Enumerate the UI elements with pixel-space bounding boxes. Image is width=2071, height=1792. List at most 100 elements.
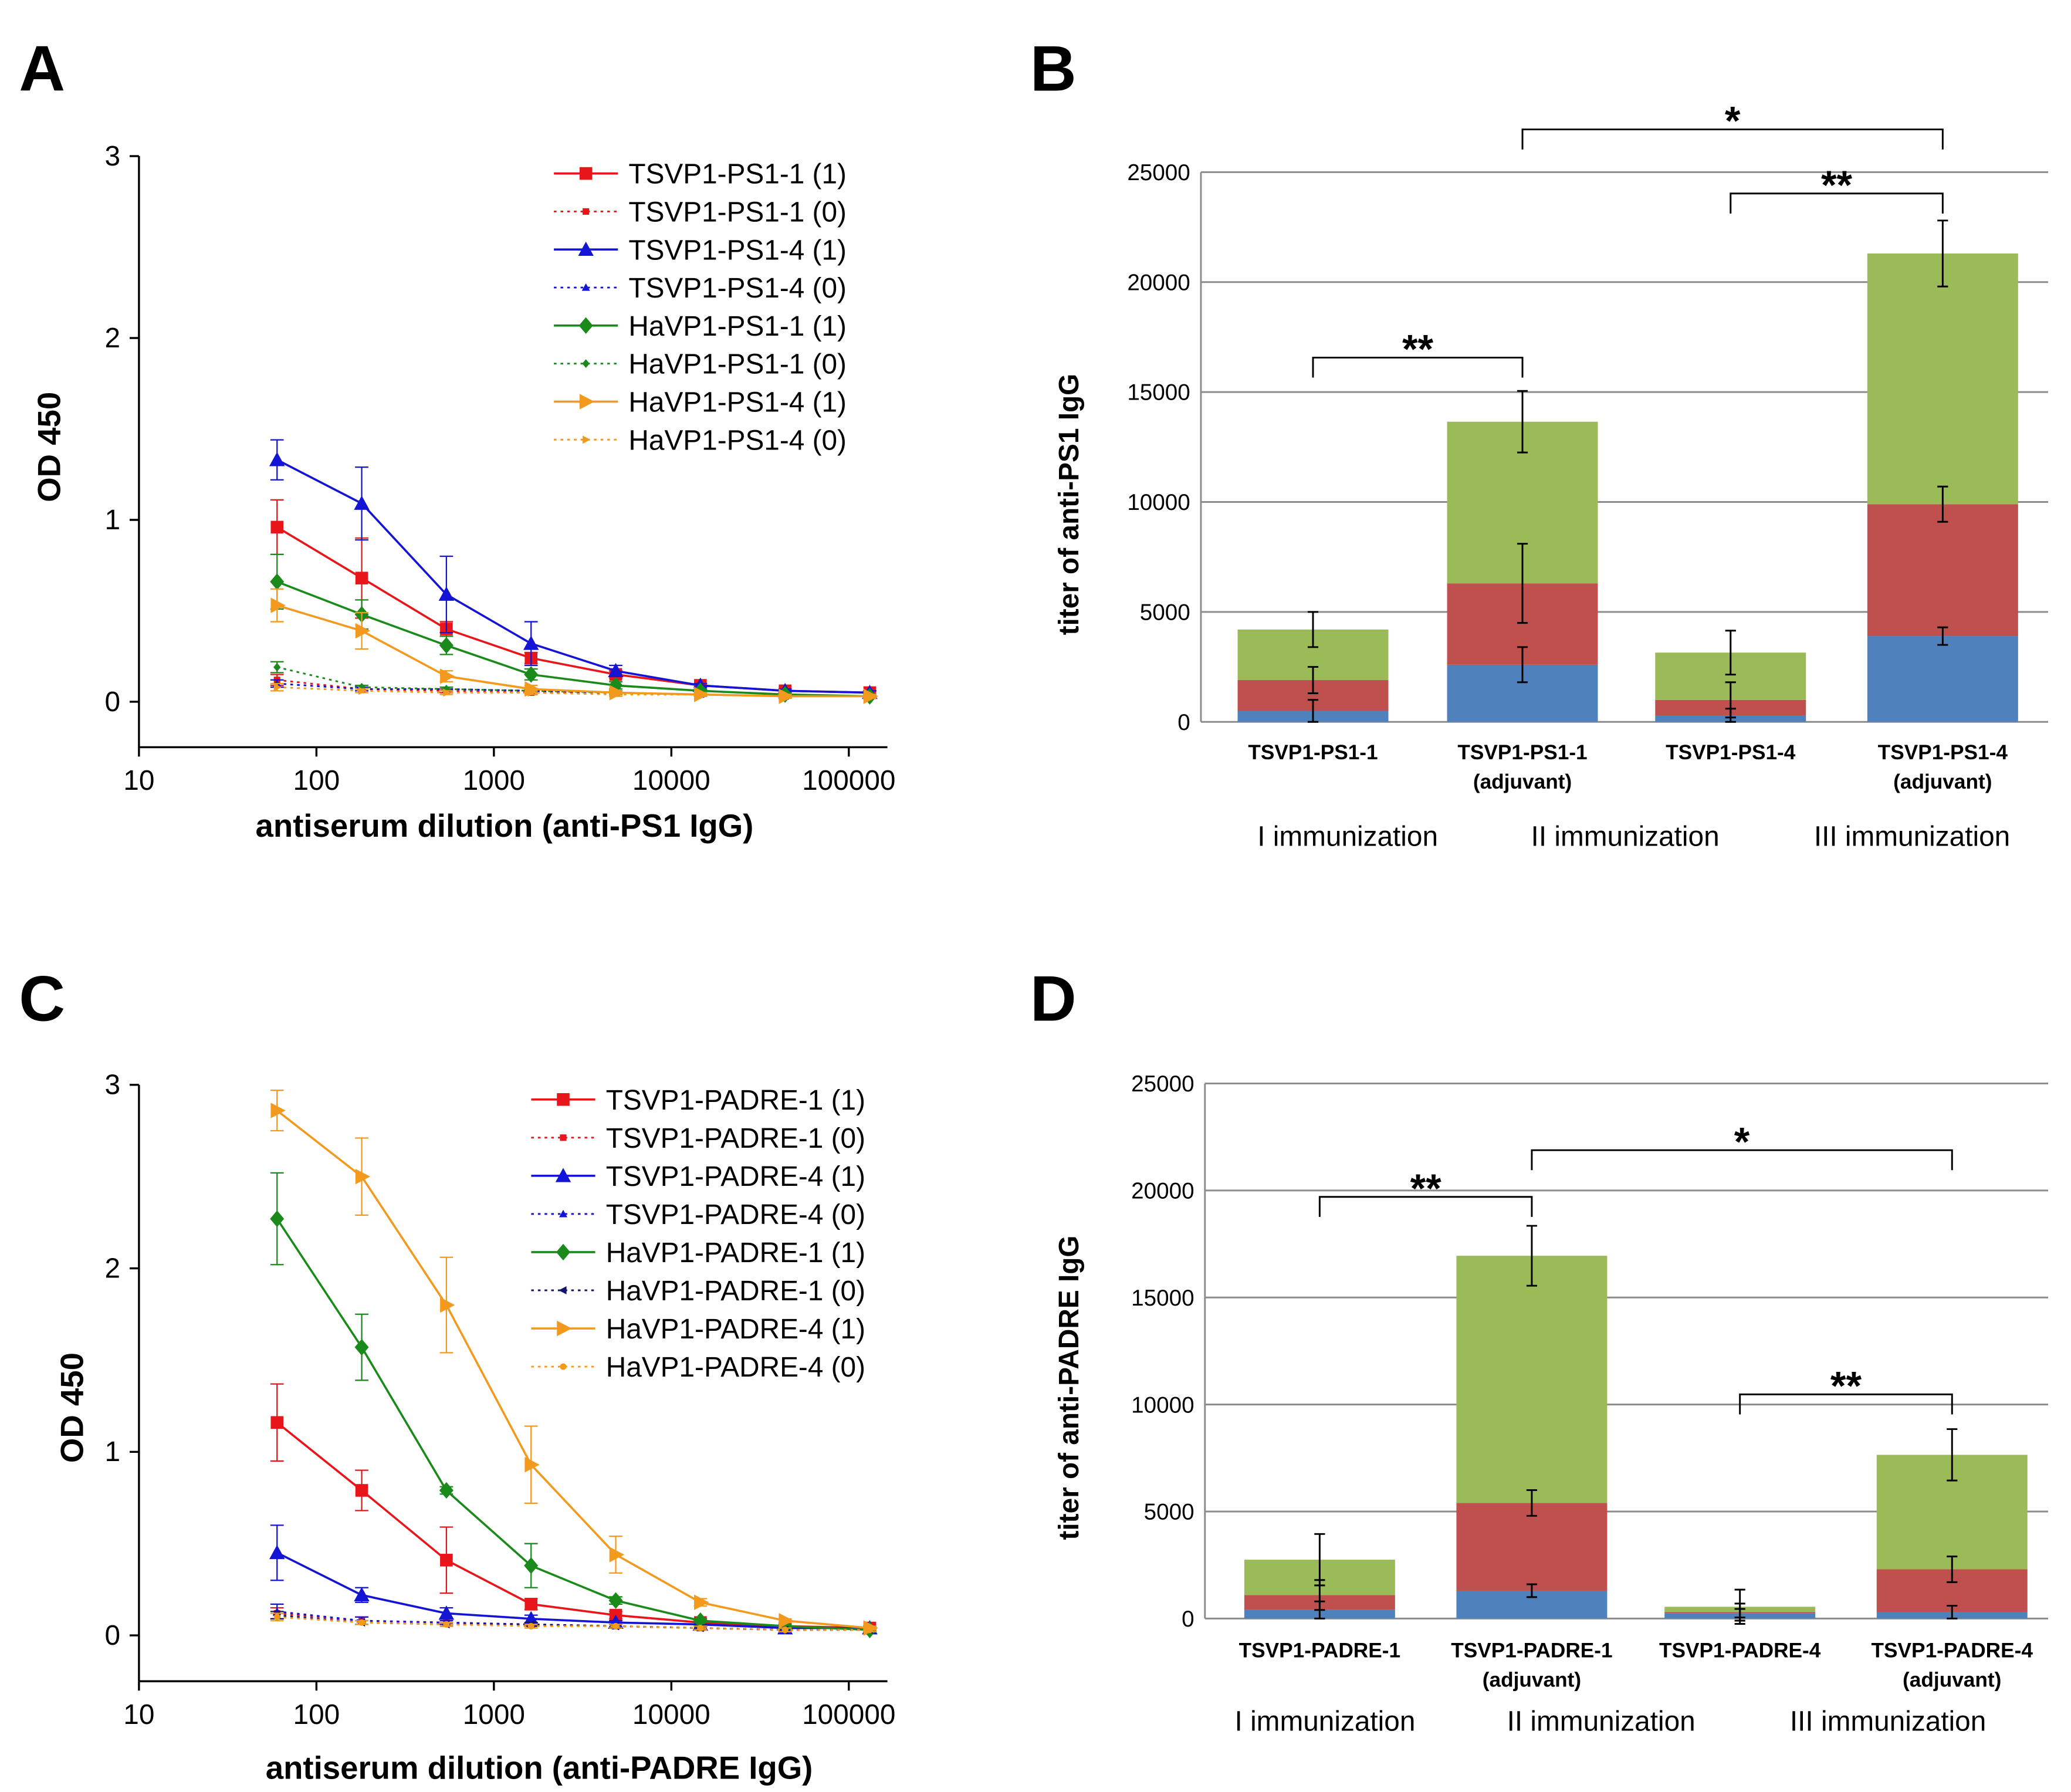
- significance-bracket: [1730, 192, 1944, 214]
- panel-label: C: [19, 963, 65, 1035]
- series-line: [276, 526, 870, 694]
- x-tick-label: 100000: [802, 765, 895, 796]
- series-line: [277, 686, 870, 698]
- y-tick-label: 25000: [1127, 160, 1190, 185]
- bar-segment: [1456, 1503, 1608, 1591]
- y-tick-label: 2: [104, 323, 120, 354]
- y-tick-label: 1: [104, 1436, 120, 1468]
- x-tick-label: 100000: [802, 1699, 895, 1730]
- legend-marker: [579, 394, 595, 410]
- marker: [524, 1456, 540, 1473]
- series-line: [276, 1110, 870, 1629]
- marker: [781, 1627, 789, 1634]
- error-bar: [1947, 1556, 1958, 1583]
- marker: [612, 1622, 620, 1629]
- marker: [273, 1614, 280, 1621]
- error-bar: [1526, 1583, 1538, 1598]
- y-tick-label: 2: [104, 1253, 120, 1284]
- group-label: I immunization: [1257, 821, 1438, 853]
- error-bar: [1526, 1489, 1538, 1517]
- y-tick-label: 15000: [1127, 380, 1190, 405]
- significance-bracket: [1521, 129, 1944, 150]
- marker: [269, 1544, 285, 1560]
- error-bar: [1937, 219, 1948, 288]
- legend-marker: [579, 167, 593, 180]
- series-line: [276, 459, 870, 694]
- legend-marker: [581, 283, 590, 291]
- category-label: TSVP1-PADRE-4: [1872, 1639, 2033, 1662]
- marker: [270, 1416, 284, 1429]
- marker: [358, 687, 367, 695]
- marker: [273, 662, 281, 672]
- marker: [354, 1587, 370, 1602]
- y-tick-label: 0: [1177, 710, 1190, 735]
- error-bar: [1314, 1533, 1325, 1587]
- legend-label: TSVP1-PADRE-4 (1): [606, 1161, 865, 1192]
- y-tick-label: 3: [104, 1070, 120, 1101]
- error-bar: [1307, 666, 1319, 695]
- group-label: I immunization: [1235, 1706, 1416, 1737]
- x-tick-label: 10: [123, 1699, 154, 1730]
- marker: [781, 692, 790, 701]
- marker: [697, 1624, 704, 1632]
- legend-marker: [556, 1243, 571, 1261]
- legend-label: HaVP1-PS1-1 (1): [628, 311, 847, 342]
- significance-label: **: [1821, 163, 1853, 208]
- y-tick-label: 10000: [1131, 1392, 1194, 1418]
- error-bar: [1517, 646, 1528, 684]
- y-tick-label: 3: [104, 141, 120, 172]
- marker: [866, 1627, 874, 1634]
- y-tick-label: 15000: [1131, 1286, 1194, 1311]
- error-bar: [1725, 630, 1736, 676]
- x-axis-label: antiserum dilution (anti-PS1 IgG): [256, 808, 754, 844]
- legend-marker: [559, 1209, 567, 1218]
- marker: [358, 1619, 366, 1626]
- bar-segment: [1867, 253, 2018, 505]
- category-label: TSVP1-PADRE-1: [1451, 1639, 1612, 1662]
- category-label: TSVP1-PS1-4: [1666, 741, 1796, 764]
- series-line: [276, 1551, 870, 1629]
- marker: [270, 520, 284, 534]
- marker: [440, 1297, 455, 1313]
- significance-label: *: [1725, 99, 1741, 144]
- series-line: [276, 1218, 870, 1631]
- marker: [355, 572, 368, 584]
- legend-label: TSVP1-PS1-4 (0): [628, 273, 847, 304]
- error-bar: [1725, 681, 1736, 719]
- legend-label: TSVP1-PADRE-1 (1): [606, 1085, 865, 1116]
- marker: [523, 635, 539, 650]
- marker: [694, 1594, 709, 1610]
- series-line: [276, 604, 870, 698]
- error-bar: [1937, 485, 1948, 523]
- legend-marker: [582, 359, 590, 368]
- legend-label: TSVP1-PS1-1 (0): [628, 197, 847, 228]
- y-tick-label: 25000: [1131, 1071, 1194, 1097]
- significance-bracket: [1531, 1149, 1953, 1171]
- legend-marker: [583, 435, 591, 444]
- legend-marker: [560, 1363, 567, 1370]
- marker: [355, 1484, 368, 1497]
- x-axis-label: antiserum dilution (anti-PADRE IgG): [266, 1750, 813, 1786]
- group-label: II immunization: [1531, 821, 1720, 853]
- group-label: III immunization: [1814, 821, 2010, 853]
- error-bar: [1307, 611, 1319, 648]
- x-tick-label: 100: [293, 765, 340, 796]
- significance-label: **: [1410, 1167, 1442, 1211]
- y-tick-label: 0: [104, 687, 120, 718]
- marker: [866, 692, 875, 701]
- category-label: TSVP1-PS1-1: [1248, 741, 1378, 764]
- y-tick-label: 1: [104, 505, 120, 536]
- error-bar: [1937, 626, 1948, 646]
- significance-bracket: [1312, 356, 1524, 378]
- legend-marker: [578, 317, 593, 334]
- marker: [524, 666, 539, 683]
- marker: [697, 690, 705, 699]
- marker: [443, 1621, 450, 1628]
- x-tick-label: 10: [123, 765, 154, 796]
- x-tick-label: 10000: [632, 1699, 710, 1730]
- legend-label: HaVP1-PADRE-4 (0): [606, 1352, 865, 1383]
- error-bar: [1947, 1605, 1958, 1619]
- marker: [354, 495, 370, 510]
- x-tick-label: 1000: [463, 1699, 525, 1730]
